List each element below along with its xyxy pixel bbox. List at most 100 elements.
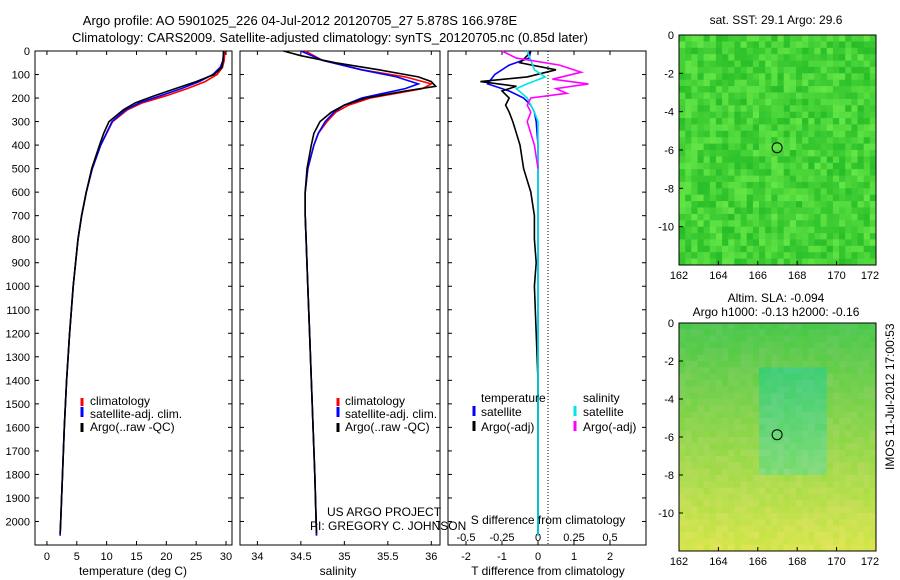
map-cell bbox=[783, 481, 791, 488]
map-cell bbox=[740, 245, 748, 253]
map-cell bbox=[709, 130, 717, 138]
map-cell bbox=[728, 411, 735, 419]
map-cell bbox=[857, 487, 865, 495]
map-cell bbox=[703, 194, 711, 202]
map-cell bbox=[832, 380, 840, 387]
map-cell bbox=[857, 181, 865, 189]
map-cell bbox=[703, 449, 711, 457]
map-cell bbox=[685, 329, 692, 336]
map-cell bbox=[820, 475, 828, 482]
top-x-tick-label: 0.25 bbox=[563, 532, 584, 544]
map-cell bbox=[715, 361, 723, 368]
map-cell bbox=[728, 494, 735, 501]
map-cell bbox=[851, 513, 858, 520]
map-cell bbox=[845, 348, 852, 355]
map-cell bbox=[839, 73, 846, 81]
map-cell bbox=[752, 245, 760, 253]
map-cell bbox=[771, 226, 778, 234]
map-cell bbox=[826, 405, 834, 412]
map-cell bbox=[857, 392, 865, 400]
map-cell bbox=[808, 124, 815, 132]
map-cell bbox=[740, 475, 748, 482]
map-cell bbox=[746, 506, 754, 514]
map-cell bbox=[722, 233, 729, 240]
map-cell bbox=[759, 175, 766, 183]
map-cell bbox=[857, 73, 865, 81]
map-cell bbox=[857, 213, 865, 221]
map-cell bbox=[863, 118, 871, 125]
map-cell bbox=[746, 98, 754, 106]
map-cell bbox=[820, 380, 828, 387]
map-cell bbox=[832, 150, 840, 157]
map-cell bbox=[869, 386, 877, 393]
map-cell bbox=[857, 367, 865, 374]
map-cell bbox=[746, 418, 754, 425]
map-cell bbox=[839, 367, 846, 374]
map-cell bbox=[715, 418, 723, 425]
salinity-axes-frame bbox=[239, 50, 441, 546]
map-cell bbox=[752, 201, 760, 208]
map-cell bbox=[869, 66, 877, 74]
map-cell bbox=[839, 481, 846, 488]
map-cell bbox=[679, 92, 686, 100]
map-cell bbox=[759, 456, 766, 463]
map-cell bbox=[715, 188, 723, 196]
map-cell bbox=[814, 207, 821, 215]
map-cell bbox=[752, 220, 760, 228]
map-cell bbox=[832, 430, 840, 438]
map-cell bbox=[685, 41, 692, 49]
map-cell bbox=[685, 525, 692, 533]
map-cell bbox=[802, 342, 809, 349]
map-cell bbox=[777, 169, 785, 176]
map-cell bbox=[703, 494, 711, 501]
map-cell bbox=[715, 513, 723, 520]
map-cell bbox=[722, 86, 729, 93]
map-cell bbox=[783, 342, 791, 349]
map-cell bbox=[845, 462, 852, 469]
map-cell bbox=[783, 500, 791, 507]
map-cell bbox=[820, 468, 828, 476]
map-cell bbox=[845, 188, 852, 196]
map-cell bbox=[759, 233, 766, 240]
map-cell bbox=[820, 105, 828, 113]
map-cell bbox=[752, 54, 760, 61]
map-cell bbox=[715, 207, 723, 215]
map-cell bbox=[845, 233, 852, 240]
map-cell bbox=[728, 519, 735, 526]
map-cell bbox=[814, 373, 821, 381]
map-cell bbox=[826, 342, 834, 349]
map-cell bbox=[808, 60, 815, 68]
map-cell bbox=[752, 500, 760, 507]
map-cell bbox=[715, 525, 723, 533]
map-cell bbox=[697, 418, 705, 425]
map-cell bbox=[734, 506, 741, 514]
map-cell bbox=[759, 150, 766, 157]
map-x-tick-label: 172 bbox=[861, 270, 879, 282]
map-cell bbox=[771, 449, 778, 457]
map-cell bbox=[740, 449, 748, 457]
map-cell bbox=[851, 162, 858, 170]
map-cell bbox=[715, 73, 723, 81]
map-cell bbox=[777, 323, 785, 330]
map-cell bbox=[863, 424, 871, 431]
map-cell bbox=[851, 544, 858, 552]
map-cell bbox=[765, 335, 772, 343]
map-cell bbox=[826, 175, 834, 183]
map-cell bbox=[783, 538, 791, 545]
map-cell bbox=[845, 220, 852, 228]
map-cell bbox=[783, 424, 791, 431]
map-cell bbox=[679, 500, 686, 507]
map-cell bbox=[783, 258, 791, 266]
map-cell bbox=[679, 342, 686, 349]
map-cell bbox=[820, 92, 828, 100]
map-cell bbox=[746, 35, 754, 42]
map-cell bbox=[691, 449, 698, 457]
map-cell bbox=[722, 47, 729, 55]
map-cell bbox=[783, 519, 791, 526]
map-cell bbox=[691, 532, 698, 539]
map-cell bbox=[740, 500, 748, 507]
map-cell bbox=[808, 348, 815, 355]
map-cell bbox=[839, 92, 846, 100]
map-cell bbox=[820, 150, 828, 157]
map-cell bbox=[765, 226, 772, 234]
